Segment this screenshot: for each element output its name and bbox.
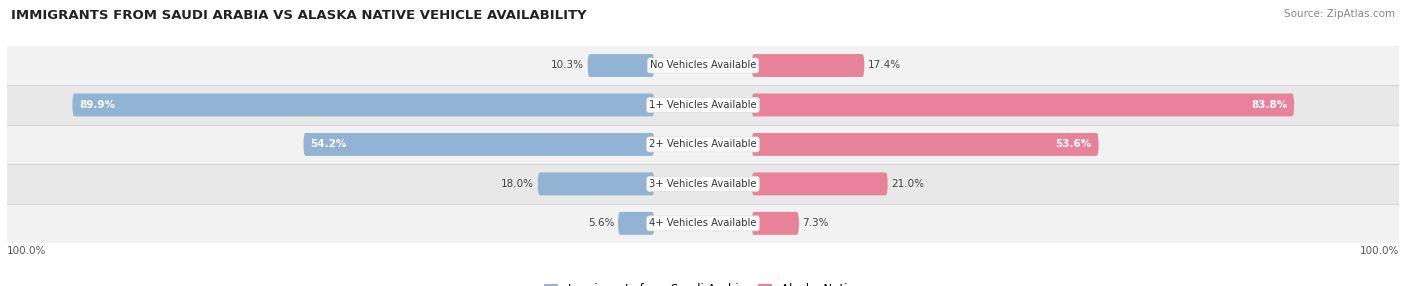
FancyBboxPatch shape	[588, 54, 654, 77]
Bar	[7, 46, 1399, 85]
FancyBboxPatch shape	[304, 133, 654, 156]
Text: 4+ Vehicles Available: 4+ Vehicles Available	[650, 219, 756, 228]
FancyBboxPatch shape	[619, 212, 654, 235]
FancyBboxPatch shape	[752, 212, 799, 235]
FancyBboxPatch shape	[752, 94, 1294, 116]
Text: IMMIGRANTS FROM SAUDI ARABIA VS ALASKA NATIVE VEHICLE AVAILABILITY: IMMIGRANTS FROM SAUDI ARABIA VS ALASKA N…	[11, 9, 586, 21]
Text: 3+ Vehicles Available: 3+ Vehicles Available	[650, 179, 756, 189]
Bar	[7, 164, 1399, 204]
Text: 21.0%: 21.0%	[891, 179, 924, 189]
Text: No Vehicles Available: No Vehicles Available	[650, 61, 756, 70]
Text: 100.0%: 100.0%	[1360, 246, 1399, 256]
Bar	[7, 85, 1399, 125]
Text: 54.2%: 54.2%	[311, 140, 347, 149]
Text: Source: ZipAtlas.com: Source: ZipAtlas.com	[1284, 9, 1395, 19]
Text: 17.4%: 17.4%	[868, 61, 901, 70]
Text: 18.0%: 18.0%	[502, 179, 534, 189]
FancyBboxPatch shape	[752, 172, 887, 195]
Text: 89.9%: 89.9%	[79, 100, 115, 110]
Bar	[7, 204, 1399, 243]
Text: 7.3%: 7.3%	[803, 219, 830, 228]
Text: 83.8%: 83.8%	[1251, 100, 1286, 110]
FancyBboxPatch shape	[72, 94, 654, 116]
FancyBboxPatch shape	[752, 133, 1098, 156]
Bar	[7, 125, 1399, 164]
Text: 100.0%: 100.0%	[7, 246, 46, 256]
Text: 53.6%: 53.6%	[1056, 140, 1091, 149]
FancyBboxPatch shape	[537, 172, 654, 195]
Text: 1+ Vehicles Available: 1+ Vehicles Available	[650, 100, 756, 110]
Legend: Immigrants from Saudi Arabia, Alaska Native: Immigrants from Saudi Arabia, Alaska Nat…	[540, 278, 866, 286]
Text: 10.3%: 10.3%	[551, 61, 583, 70]
Text: 5.6%: 5.6%	[588, 219, 614, 228]
Text: 2+ Vehicles Available: 2+ Vehicles Available	[650, 140, 756, 149]
FancyBboxPatch shape	[752, 54, 865, 77]
